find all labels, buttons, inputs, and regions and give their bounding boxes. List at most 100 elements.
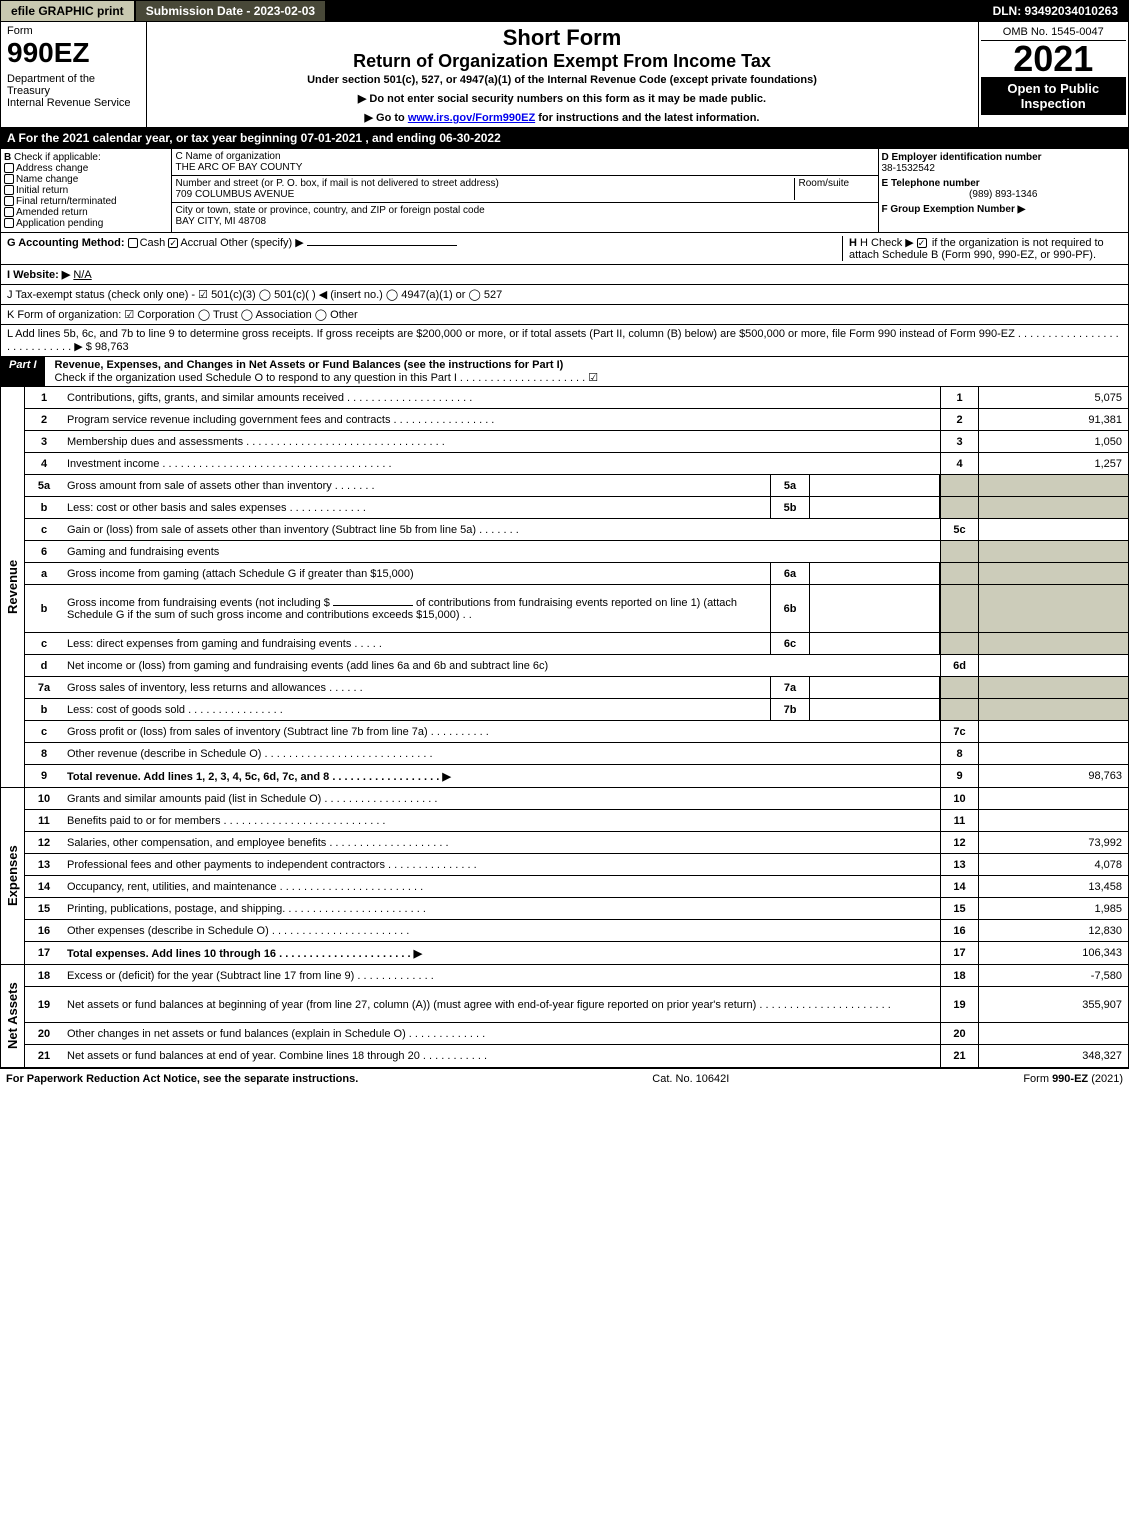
page-footer: For Paperwork Reduction Act Notice, see …	[0, 1068, 1129, 1089]
line-5a-subval	[810, 475, 940, 496]
line-7c-ln: 7c	[940, 721, 978, 742]
line-4: 4 Investment income . . . . . . . . . . …	[25, 453, 1128, 475]
line-5a-ln-shaded	[940, 475, 978, 496]
line-6-desc: Gaming and fundraising events	[63, 544, 940, 560]
line-5a-val-shaded	[978, 475, 1128, 496]
footer-right-post: (2021)	[1088, 1073, 1123, 1085]
street-address: 709 COLUMBUS AVENUE	[176, 189, 794, 200]
line-5c: c Gain or (loss) from sale of assets oth…	[25, 519, 1128, 541]
line-13-ln: 13	[940, 854, 978, 875]
line-12-ln: 12	[940, 832, 978, 853]
line-9-num: 9	[25, 768, 63, 784]
checkbox-name-change[interactable]	[4, 174, 14, 184]
under-section: Under section 501(c), 527, or 4947(a)(1)…	[157, 74, 968, 86]
efile-print-button[interactable]: efile GRAPHIC print	[1, 1, 136, 21]
checkbox-initial-return[interactable]	[4, 185, 14, 195]
line-19-desc: Net assets or fund balances at beginning…	[63, 997, 940, 1013]
line-16-desc: Other expenses (describe in Schedule O) …	[63, 923, 940, 939]
line-12: 12 Salaries, other compensation, and emp…	[25, 832, 1128, 854]
line-19-val: 355,907	[978, 987, 1128, 1022]
part-1-label: Part I	[1, 357, 45, 386]
sections-b-through-f: B Check if applicable: Address change Na…	[0, 149, 1129, 233]
checkbox-amended-return[interactable]	[4, 207, 14, 217]
line-11-ln: 11	[940, 810, 978, 831]
line-1-ln: 1	[940, 387, 978, 408]
footer-paperwork: For Paperwork Reduction Act Notice, see …	[6, 1073, 358, 1085]
line-7b-subval	[810, 699, 940, 720]
line-3: 3 Membership dues and assessments . . . …	[25, 431, 1128, 453]
line-6-val-shaded	[978, 541, 1128, 562]
line-6d-ln: 6d	[940, 655, 978, 676]
line-12-val: 73,992	[978, 832, 1128, 853]
line-11: 11 Benefits paid to or for members . . .…	[25, 810, 1128, 832]
line-6b-num: b	[25, 601, 63, 617]
line-6b-val-shaded	[978, 585, 1128, 632]
checkbox-address-change[interactable]	[4, 163, 14, 173]
checkbox-final-return[interactable]	[4, 196, 14, 206]
city-state-zip: BAY CITY, MI 48708	[176, 216, 874, 227]
line-7a-ln-shaded	[940, 677, 978, 698]
line-6a-subval	[810, 563, 940, 584]
line-6: 6 Gaming and fundraising events	[25, 541, 1128, 563]
line-6c-sub: 6c	[770, 633, 810, 654]
tax-year: 2021	[981, 41, 1127, 77]
line-14: 14 Occupancy, rent, utilities, and maint…	[25, 876, 1128, 898]
line-7c: c Gross profit or (loss) from sales of i…	[25, 721, 1128, 743]
checkbox-cash[interactable]	[128, 238, 138, 248]
option-accrual: Accrual	[180, 237, 217, 249]
section-b-label: B	[4, 152, 11, 163]
line-6d-desc: Net income or (loss) from gaming and fun…	[63, 658, 940, 674]
line-21-desc: Net assets or fund balances at end of ye…	[63, 1048, 940, 1064]
line-7c-desc: Gross profit or (loss) from sales of inv…	[63, 724, 940, 740]
line-18-desc: Excess or (deficit) for the year (Subtra…	[63, 968, 940, 984]
line-3-desc: Membership dues and assessments . . . . …	[63, 434, 940, 450]
line-2-ln: 2	[940, 409, 978, 430]
section-j-tax-exempt: J Tax-exempt status (check only one) - ☑…	[0, 285, 1129, 305]
checkbox-h[interactable]	[917, 238, 927, 248]
line-5a: 5a Gross amount from sale of assets othe…	[25, 475, 1128, 497]
revenue-vertical-label: Revenue	[1, 387, 25, 787]
line-12-num: 12	[25, 835, 63, 851]
line-6c: c Less: direct expenses from gaming and …	[25, 633, 1128, 655]
line-7a-val-shaded	[978, 677, 1128, 698]
line-18-num: 18	[25, 968, 63, 984]
line-19: 19 Net assets or fund balances at beginn…	[25, 987, 1128, 1023]
line-10: 10 Grants and similar amounts paid (list…	[25, 788, 1128, 810]
line-1-val: 5,075	[978, 387, 1128, 408]
section-d-e-f: D Employer identification number 38-1532…	[878, 149, 1128, 232]
top-bar-spacer	[327, 1, 982, 21]
line-20-ln: 20	[940, 1023, 978, 1044]
line-5a-sub: 5a	[770, 475, 810, 496]
expenses-section: Expenses 10 Grants and similar amounts p…	[0, 788, 1129, 965]
line-6b-ln-shaded	[940, 585, 978, 632]
checkbox-application-pending[interactable]	[4, 218, 14, 228]
section-b: B Check if applicable: Address change Na…	[1, 149, 171, 232]
dln-number: DLN: 93492034010263	[983, 1, 1128, 21]
line-8-num: 8	[25, 746, 63, 762]
footer-catno: Cat. No. 10642I	[652, 1073, 729, 1085]
line-5c-val	[978, 519, 1128, 540]
submission-date: Submission Date - 2023-02-03	[136, 1, 327, 21]
form-id-cell: Form 990EZ Department of the Treasury In…	[1, 22, 146, 127]
section-k-form-org: K Form of organization: ☑ Corporation ◯ …	[0, 305, 1129, 325]
line-7a-num: 7a	[25, 680, 63, 696]
line-5c-desc: Gain or (loss) from sale of assets other…	[63, 522, 940, 538]
line-4-val: 1,257	[978, 453, 1128, 474]
line-7b-ln-shaded	[940, 699, 978, 720]
line-19-num: 19	[25, 997, 63, 1013]
checkbox-accrual[interactable]	[168, 238, 178, 248]
top-bar: efile GRAPHIC print Submission Date - 20…	[0, 0, 1129, 22]
line-6d: d Net income or (loss) from gaming and f…	[25, 655, 1128, 677]
other-specify-input[interactable]	[307, 245, 457, 246]
irs-link[interactable]: www.irs.gov/Form990EZ	[408, 112, 535, 124]
line-6b-desc-pre: Gross income from fundraising events (no…	[67, 597, 333, 609]
line-6b-sub: 6b	[770, 585, 810, 632]
option-other: Other (specify) ▶	[220, 237, 304, 249]
ein-value: 38-1532542	[882, 163, 1126, 174]
footer-form-ref: Form 990-EZ (2021)	[1023, 1073, 1123, 1085]
line-16-val: 12,830	[978, 920, 1128, 941]
line-13-num: 13	[25, 857, 63, 873]
line-13: 13 Professional fees and other payments …	[25, 854, 1128, 876]
line-6b-blank[interactable]	[333, 605, 413, 606]
line-6a-sub: 6a	[770, 563, 810, 584]
